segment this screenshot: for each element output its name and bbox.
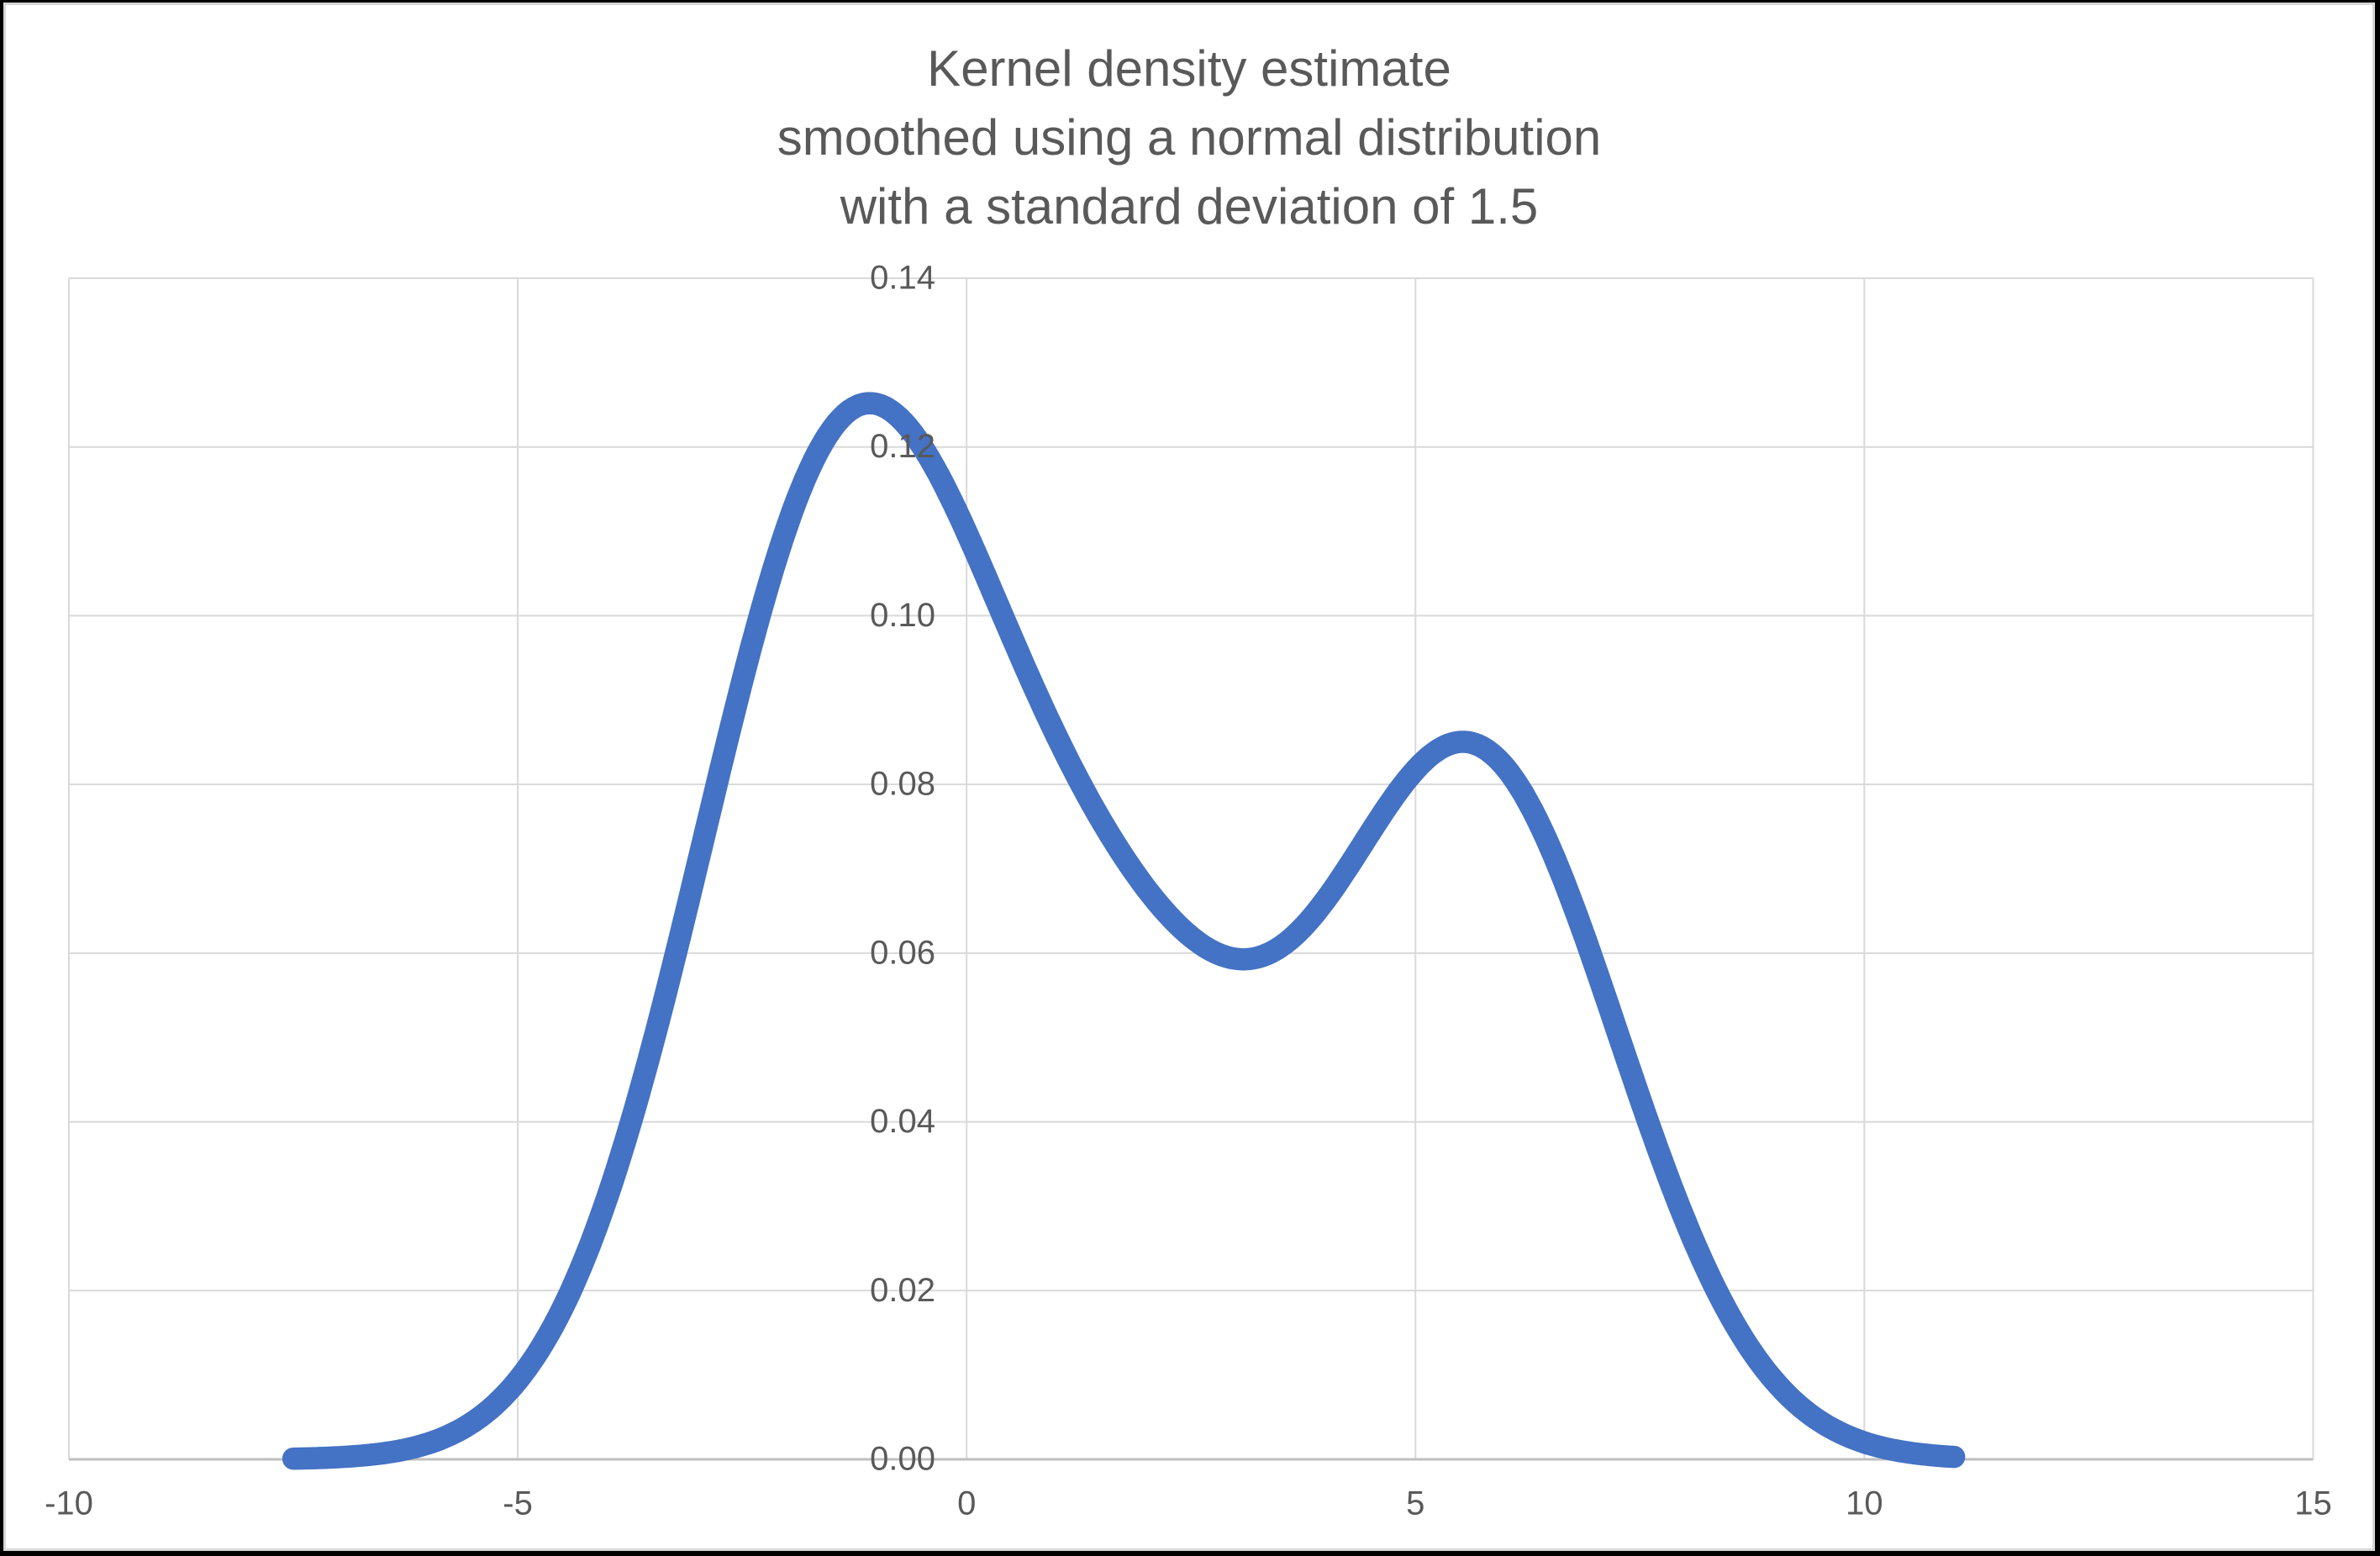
svg-text:10: 10 [1846,1485,1883,1522]
svg-text:0.00: 0.00 [870,1441,935,1478]
svg-text:Kernel density estimate: Kernel density estimate [927,40,1451,97]
svg-text:0.04: 0.04 [870,1103,935,1140]
svg-text:-10: -10 [45,1485,93,1522]
svg-text:0.02: 0.02 [870,1272,935,1309]
svg-text:15: 15 [2294,1485,2332,1522]
svg-text:5: 5 [1406,1485,1424,1522]
svg-text:0.12: 0.12 [870,428,935,465]
svg-text:0.06: 0.06 [870,934,935,971]
svg-text:smoothed using a normal distri: smoothed using a normal distribution [777,109,1602,166]
svg-text:with a standard deviation of 1: with a standard deviation of 1.5 [840,178,1539,235]
svg-text:0.14: 0.14 [870,260,935,297]
svg-text:0: 0 [957,1485,976,1522]
svg-text:-5: -5 [503,1485,533,1522]
svg-text:0.08: 0.08 [870,766,935,803]
svg-text:0.10: 0.10 [870,597,935,634]
